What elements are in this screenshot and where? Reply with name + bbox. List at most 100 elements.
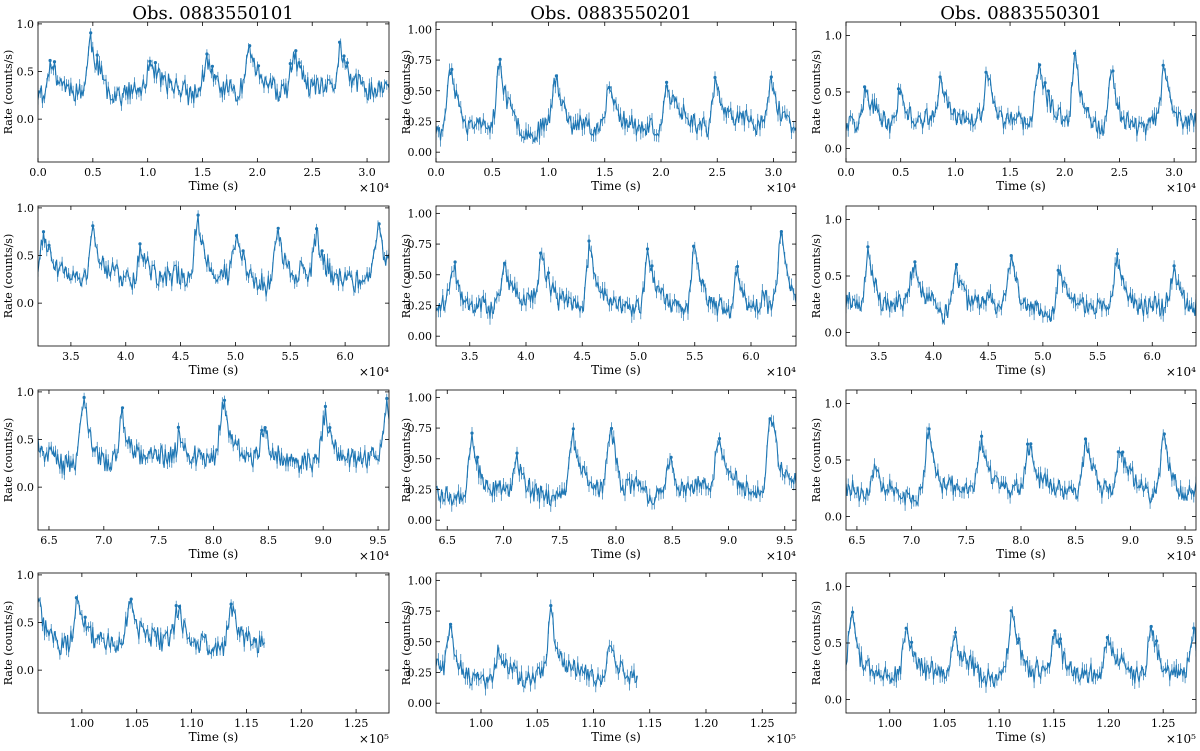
x-tick-label: 3.5 (461, 350, 479, 363)
peak-marker (980, 434, 984, 438)
y-axis-label: Rate (counts/s) (400, 418, 413, 502)
error-bars (846, 423, 1196, 511)
peak-marker (910, 640, 914, 644)
peak-marker (587, 239, 591, 243)
series-line-group (436, 414, 796, 512)
x-tick-label: 9.5 (776, 534, 794, 547)
x-axis-label: Time (s) (591, 547, 641, 561)
peak-marker (328, 426, 332, 430)
column-title-1: Obs. 0883550101 (132, 3, 293, 24)
series-line (436, 231, 796, 319)
panel-r2-c3: 3.5 4.0 4.5 5.0 5.5 6.0 0.0 0.5 1.0 Time (s) Rate … (810, 205, 1197, 379)
x-axis-label: Time (s) (189, 179, 239, 193)
peak-markers (449, 604, 553, 626)
x-offset-label: ×10⁴ (766, 549, 796, 563)
x-tick-label: 2.0 (249, 166, 267, 179)
peak-marker (288, 62, 292, 66)
x-tick-label: 5.0 (630, 350, 648, 363)
x-tick-label: 6.0 (742, 350, 760, 363)
y-tick-label: 1.0 (825, 398, 843, 411)
x-tick-label: 8.0 (1012, 534, 1030, 547)
peak-marker (176, 425, 180, 429)
peak-marker (1029, 442, 1033, 446)
x-axis-label: Time (s) (996, 363, 1046, 377)
series-line (846, 246, 1196, 324)
x-tick-label: 1.15 (234, 717, 259, 730)
x-tick-label: 4.5 (172, 350, 190, 363)
x-tick-label: 7.0 (903, 534, 921, 547)
x-tick-label: 1.5 (194, 166, 212, 179)
peak-marker (342, 54, 346, 58)
peak-marker (1116, 450, 1120, 454)
x-tick-label: 4.5 (979, 350, 997, 363)
x-tick-label: 3.0 (1165, 166, 1183, 179)
peak-marker (48, 58, 52, 63)
x-offset-label: ×10⁵ (1166, 732, 1196, 746)
x-tick-label: 1.0 (947, 166, 965, 179)
peak-marker (177, 604, 182, 609)
x-tick-label: 3.5 (870, 350, 888, 363)
x-offset-label: ×10⁴ (1166, 549, 1196, 563)
series-line-group (846, 241, 1196, 325)
peak-marker (1121, 450, 1125, 454)
y-tick-label: 1.0 (17, 569, 35, 582)
axes-frame (37, 389, 390, 531)
peak-marker (896, 87, 901, 91)
x-tick-label: 8.0 (205, 534, 223, 547)
x-tick-label: 5.0 (227, 350, 245, 363)
y-tick-label: 0.50 (408, 85, 433, 98)
peak-marker (377, 222, 381, 226)
x-offset-label: ×10⁴ (1166, 181, 1196, 195)
x-tick-label: 6.0 (1144, 350, 1162, 363)
peak-marker (953, 630, 958, 635)
axes-frame (37, 21, 390, 163)
peak-marker (323, 404, 327, 409)
peak-marker (609, 426, 614, 431)
x-axis-label: Time (s) (996, 179, 1046, 193)
x-tick-label: 0.5 (84, 166, 102, 179)
y-tick-label: 0.75 (408, 238, 433, 251)
peak-marker (338, 40, 342, 44)
y-tick-label: 0.0 (17, 113, 35, 126)
series-line (38, 215, 389, 297)
peak-marker (449, 622, 453, 626)
x-tick-label: 1.25 (1151, 717, 1176, 730)
panel-r4-c1: 1.00 1.05 1.10 1.15 1.20 1.25 0.0 0.5 1.0 Time (s… (2, 569, 390, 746)
x-tick-label: 1.0 (540, 166, 558, 179)
x-tick-label: 0.0 (29, 166, 47, 179)
series-line-group (846, 423, 1196, 511)
peak-markers (863, 51, 1165, 93)
peak-marker (74, 596, 78, 600)
peak-marker (276, 226, 280, 230)
y-axis-label: Rate (counts/s) (2, 234, 15, 318)
panel-r3-c1: 6.5 7.0 7.5 8.0 8.5 9.0 9.5 0.0 0.5 1.0 Time (s) Ra… (2, 386, 390, 563)
peak-marker (95, 53, 99, 57)
peak-marker (241, 249, 245, 253)
panel-grid: 0.0 0.5 1.0 1.5 2.0 2.5 3.0 0.0 0.5 1.0 Time (s) Ra… (2, 18, 1197, 746)
peak-marker (1056, 268, 1060, 272)
peak-marker (82, 395, 86, 400)
peak-marker (1155, 639, 1159, 643)
peak-markers (74, 596, 233, 619)
y-tick-label: 0.00 (408, 697, 433, 710)
peak-markers (470, 417, 772, 459)
x-tick-label: 1.10 (987, 717, 1012, 730)
x-tick-label: 1.20 (694, 717, 719, 730)
x-tick-label: 1.15 (1042, 717, 1067, 730)
panel-r4-c2: 1.00 1.05 1.10 1.15 1.20 1.25 0.00 0.25 0.50 0.75… (400, 572, 797, 746)
x-tick-label: 2.5 (1111, 166, 1129, 179)
peak-markers (48, 31, 349, 68)
x-tick-label: 8.5 (260, 534, 278, 547)
x-tick-label: 7.5 (150, 534, 168, 547)
y-tick-label: 0.75 (408, 54, 433, 67)
peak-markers (41, 213, 381, 253)
y-tick-label: 0.0 (17, 481, 35, 494)
peak-marker (148, 59, 152, 63)
x-tick-label: 1.15 (638, 717, 663, 730)
y-tick-label: 0.0 (17, 297, 35, 310)
series-line-group (436, 230, 796, 325)
panel-r3-c3: 6.5 7.0 7.5 8.0 8.5 9.0 9.5 0.0 0.5 1.0 Time (s) Ra… (810, 389, 1197, 563)
peak-markers (82, 395, 389, 432)
x-tick-label: 2.5 (709, 166, 727, 179)
peak-marker (91, 224, 95, 228)
